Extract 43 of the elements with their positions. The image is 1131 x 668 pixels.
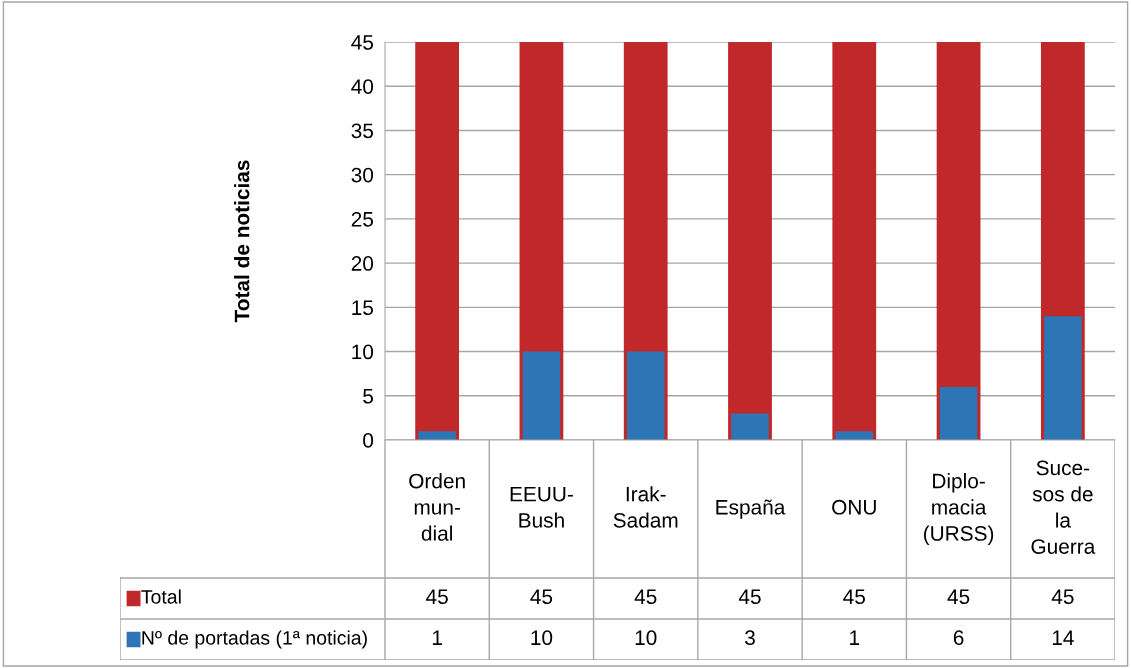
y-tick-label: 45 [351, 35, 374, 50]
bar [728, 42, 772, 440]
data-label: 10 [531, 630, 553, 646]
data-label: 45 [530, 589, 553, 605]
x-tick-label: España [716, 499, 786, 519]
y-tick-label: 35 [351, 123, 374, 139]
data-label: 45 [634, 589, 657, 605]
x-tick-label: ONU [832, 499, 876, 515]
bar [1044, 316, 1082, 440]
bar [418, 431, 456, 440]
x-tick-label: Irak- Sadam [613, 486, 678, 528]
data-label: 6 [953, 630, 964, 646]
data-label: 14 [1052, 630, 1074, 645]
data-label: 45 [1051, 589, 1074, 605]
y-tick-label: 40 [351, 79, 374, 94]
data-label: 45 [738, 589, 761, 605]
data-label: 45 [843, 589, 865, 605]
data-label: 1 [432, 630, 442, 645]
y-tick-label: 5 [363, 388, 374, 404]
y-tick-label: 15 [352, 300, 374, 316]
x-tick-label: EEUU- Bush [510, 486, 573, 528]
y-tick-label: 25 [351, 211, 374, 227]
legend-label: Nº de portadas (1ª noticia) [142, 630, 367, 649]
bar [731, 413, 769, 440]
bar [522, 351, 561, 440]
data-label: 10 [635, 630, 657, 646]
data-label: 3 [745, 630, 755, 646]
bar [626, 351, 665, 440]
data-label: 45 [947, 589, 970, 605]
y-tick-label: 30 [351, 167, 374, 183]
y-tick-label: 10 [352, 344, 374, 360]
y-axis-title: Total de noticias [234, 160, 250, 323]
bar [832, 42, 877, 440]
x-tick-label: Orden mun- dial [409, 473, 465, 541]
bar [939, 386, 978, 440]
data-label: 1 [850, 630, 860, 645]
x-tick-label: Diplo- macia (URSS) [923, 473, 994, 545]
data-label: 45 [426, 589, 448, 605]
y-tick-label: 0 [363, 433, 374, 448]
bar [415, 42, 460, 440]
legend-label: Total [141, 589, 181, 604]
y-tick-label: 20 [351, 256, 374, 271]
x-tick-label: Suce- sos de la Guerra [1031, 460, 1096, 554]
